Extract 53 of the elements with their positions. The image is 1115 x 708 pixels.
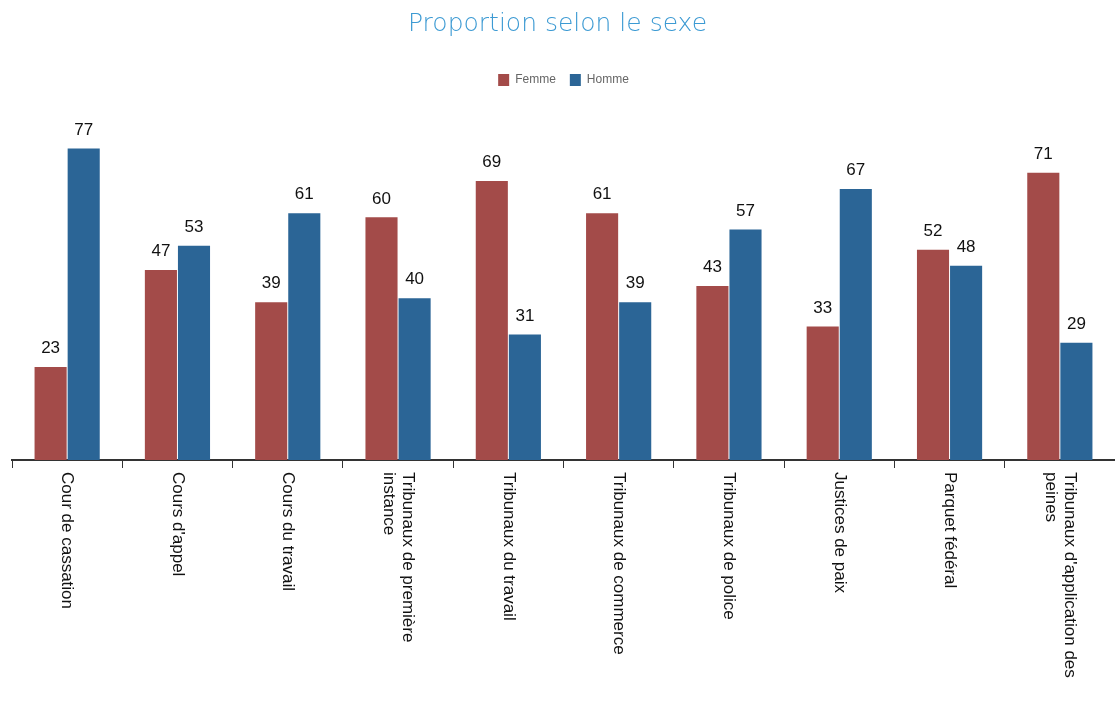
bar [255,302,288,460]
data-label: 61 [294,184,314,204]
bar [806,326,839,460]
bar [475,180,508,460]
data-label: 31 [515,305,535,325]
bar [950,265,983,460]
bar [34,366,67,460]
bar [144,269,177,460]
data-label: 60 [372,188,391,208]
data-label: 47 [151,241,171,261]
x-tick-label: Cours d'appel [168,472,188,577]
data-label: 67 [846,160,866,180]
data-label: 33 [813,297,833,317]
x-tick-label: Justices de paix [830,472,850,594]
x-tick-label: Tribunaux du travail [499,472,519,621]
bar [1060,342,1093,460]
x-tick-label: Tribunaux d'application des peines [1041,472,1080,678]
data-label: 61 [592,184,612,204]
data-label: 52 [923,220,943,240]
data-label: 29 [1066,313,1086,333]
data-label: 39 [261,273,281,293]
bar [916,249,950,460]
x-tick-label: Cour de cassation [58,472,78,610]
x-tick-label: Cours du travail [279,472,299,592]
legend-label: Femme [515,72,557,87]
bar [365,217,398,460]
data-label: 77 [74,119,94,139]
data-label: 43 [702,257,722,277]
x-tick-label: Tribunaux de commerce [609,472,629,655]
bar [177,245,211,460]
data-label: 71 [1033,144,1053,164]
x-tick-label: Parquet fédéral [940,472,960,589]
data-label: 23 [41,338,61,358]
bar [729,229,762,460]
x-tick-label: Tribunaux de police [720,472,740,620]
data-label: 48 [956,237,976,257]
data-label: 53 [184,216,204,236]
data-label: 39 [625,273,645,293]
bar [839,189,872,460]
bar [1027,172,1060,460]
bar [696,286,729,460]
bar [619,302,652,460]
data-label: 69 [482,152,502,172]
bar [398,298,431,460]
chart-title: Proportion selon le sexe [407,8,708,37]
x-tick-label: Tribunaux de première instance [379,472,418,643]
data-label: 40 [405,269,425,289]
legend-label: Homme [586,72,630,87]
bar [67,148,100,460]
bar [508,334,541,460]
bar [586,213,619,460]
bar [288,213,321,460]
data-label: 57 [736,200,755,220]
